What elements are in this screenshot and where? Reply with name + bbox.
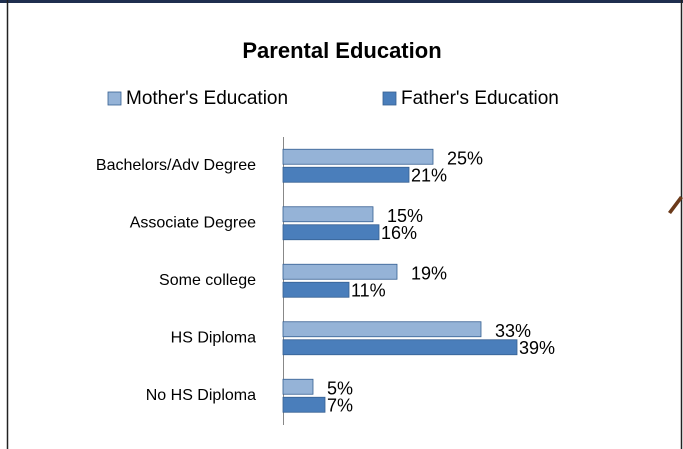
category-label: Some college — [159, 272, 256, 289]
category-label: No HS Diploma — [146, 387, 256, 404]
value-label: 16% — [381, 223, 417, 243]
value-label: 7% — [327, 396, 353, 416]
value-label: 19% — [411, 264, 447, 284]
category-label: Associate Degree — [130, 214, 256, 231]
bar — [283, 149, 433, 164]
category-label: Bachelors/Adv Degree — [96, 157, 256, 174]
chart-title: Parental Education — [242, 38, 441, 63]
bar — [283, 282, 349, 297]
bar — [283, 397, 325, 412]
value-label: 25% — [447, 149, 483, 169]
bar — [283, 322, 481, 337]
legend-swatch — [383, 92, 396, 105]
category-label: HS Diploma — [171, 329, 256, 346]
chart: Parental Education Mother's Education Fat… — [0, 0, 683, 449]
value-label: 21% — [411, 166, 447, 186]
legend-label: Mother's Education — [126, 88, 288, 109]
bar — [283, 207, 373, 222]
bar — [283, 167, 409, 182]
bar — [283, 340, 517, 355]
bar — [283, 379, 313, 394]
bar — [283, 264, 397, 279]
legend-label: Father's Education — [401, 88, 559, 109]
value-label: 11% — [351, 281, 386, 301]
value-label: 39% — [519, 338, 555, 358]
legend-swatch — [108, 92, 121, 105]
bar — [283, 225, 379, 240]
